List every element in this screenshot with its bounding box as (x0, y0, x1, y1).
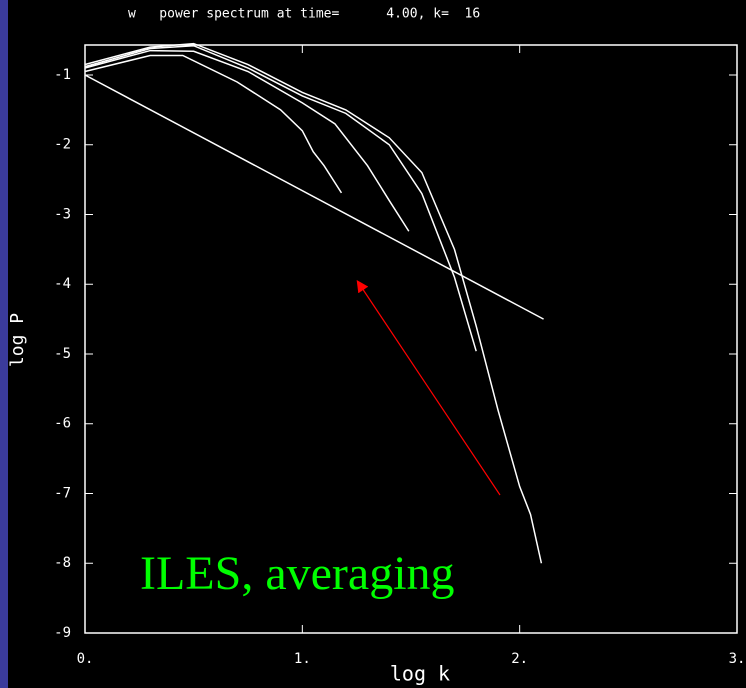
spectrum-line (84, 42, 543, 564)
spectrum-line (84, 54, 343, 194)
arrow (356, 280, 501, 496)
x-tick-label: 0. (77, 651, 94, 667)
y-tick-label: -7 (54, 485, 71, 501)
annotation: ILES, averaging (140, 547, 455, 600)
y-tick-label: -5 (54, 346, 71, 362)
y-tick-label: -9 (54, 625, 71, 641)
x-tick-label: 2. (511, 651, 528, 667)
spectrum-line (84, 44, 477, 352)
spectrum-line (84, 74, 544, 320)
y-axis-label: log P (7, 313, 28, 367)
spectrum-line (84, 49, 410, 232)
plot-background (8, 0, 746, 688)
y-tick-label: -2 (54, 137, 71, 153)
y-tick-label: -8 (54, 555, 71, 571)
y-tick-label: -4 (54, 276, 71, 292)
y-tick-label: -6 (54, 416, 71, 432)
x-tick-label: 3. (729, 651, 746, 667)
chart-title: w power spectrum at time= 4.00, k= 16 (128, 7, 480, 22)
x-tick-label: 1. (294, 651, 311, 667)
plot-frame (84, 44, 738, 634)
x-axis-label: log k (390, 662, 450, 686)
y-tick-label: -1 (54, 67, 71, 83)
y-tick-label: -3 (54, 206, 71, 222)
